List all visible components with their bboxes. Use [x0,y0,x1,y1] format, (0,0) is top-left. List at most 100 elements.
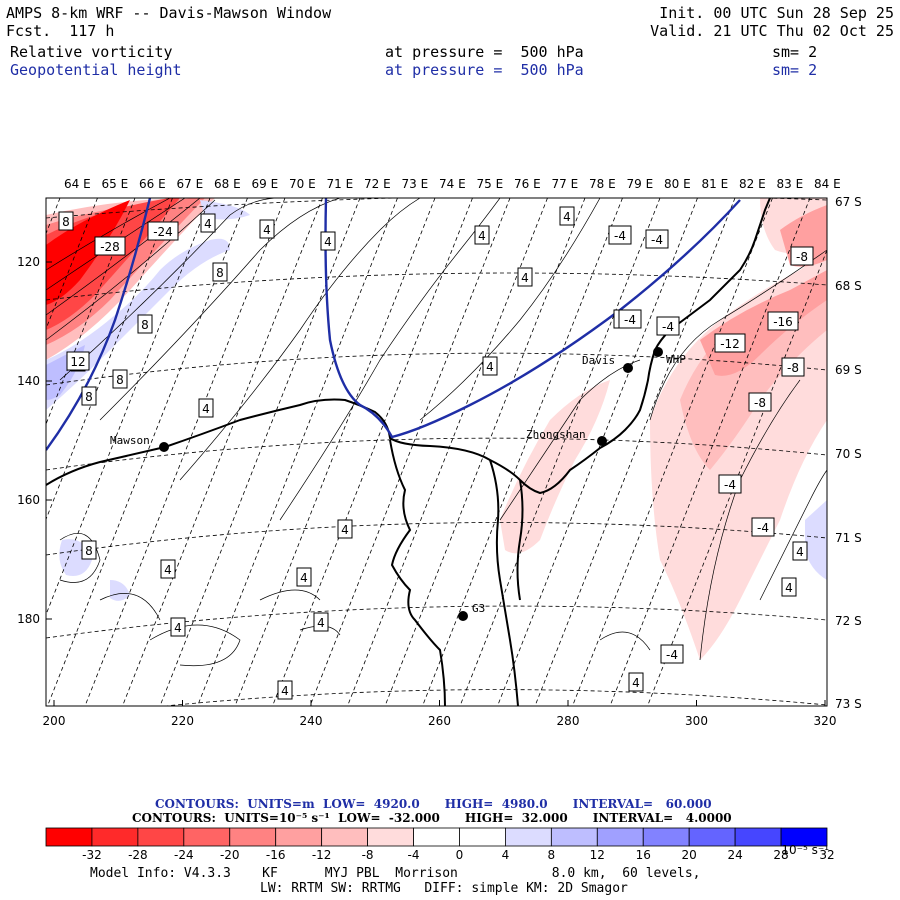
colorbar-tick-label: 0 [456,848,464,862]
lon-label: 84 E [814,177,841,191]
vorticity-shade-blue-1 [46,238,230,410]
lon-label: 79 E [627,177,654,191]
svg-text:8: 8 [85,544,93,558]
contour-label: 8 [212,262,228,282]
svg-text:-16: -16 [773,315,793,329]
contour-label: 4 [277,680,293,700]
latitude-labels: 67 S 68 S 69 S 70 S 71 S 72 S 73 S [835,195,862,711]
lon-label: 76 E [514,177,541,191]
contour-label: -4 [718,474,742,494]
svg-text:4: 4 [317,616,325,630]
svg-text:-8: -8 [754,396,766,410]
colorbar-swatch [45,827,93,847]
colorbar-tick-label: -24 [174,848,194,862]
svg-text:8: 8 [116,373,124,387]
station-mawson-dot [159,442,169,452]
svg-text:4: 4 [164,563,172,577]
lon-label: 66 E [139,177,166,191]
svg-text:-12: -12 [720,337,740,351]
svg-text:4: 4 [202,402,210,416]
lon-label: 64 E [64,177,91,191]
colorbar-tick-label: 12 [590,848,605,862]
contour-label: 4 [474,225,490,245]
lon-label: 73 E [402,177,429,191]
contour-label: 4 [337,519,353,539]
station-davis-label: Davis [582,354,615,367]
contour-label: -12 [714,333,746,353]
colorbar-tick-label: 24 [727,848,742,862]
field2-name: Geopotential height [10,61,182,79]
colorbar-swatch [550,827,598,847]
contour-label: -8 [781,357,805,377]
svg-text:-4: -4 [662,320,674,334]
init-time: Init. 00 UTC Sun 28 Sep 25 [659,4,894,22]
field1-smoothing: sm= 2 [772,43,818,61]
svg-text:-4: -4 [651,233,663,247]
lon-label: 71 E [327,177,354,191]
x-tick-label: 220 [171,714,194,728]
field2-level: at pressure = 500 hPa [385,61,584,79]
model-info-line1: Model Info: V4.3.3 KF MYJ PBL Morrison 8… [90,866,701,881]
svg-text:4: 4 [521,271,529,285]
y-tick-label: 180 [17,612,40,626]
svg-text:-4: -4 [614,229,626,243]
contour-label: 8 [81,540,97,560]
station-whp-dot [653,347,663,357]
contour-label: 4 [198,398,214,418]
lon-label: 67 E [177,177,204,191]
colorbar-swatch [275,827,323,847]
colorbar-swatch [367,827,414,847]
contour-label: 4 [792,541,808,561]
lat-label: 69 S [835,363,862,377]
lon-label: 82 E [739,177,766,191]
contour-label: 8 [112,369,128,389]
colorbar-swatch [229,827,277,847]
x-tick-label: 260 [428,714,451,728]
colorbar-tick-label: 28 [773,848,788,862]
contour-label: 8 [81,386,97,406]
colorbar-swatch [91,827,139,847]
svg-text:4: 4 [563,210,571,224]
lat-label: 72 S [835,614,862,628]
contour-label: 4 [313,612,329,632]
colorbar-tick-label: 16 [636,848,651,862]
svg-text:4: 4 [300,571,308,585]
colorbar-tick-label: -28 [128,848,148,862]
contour-label: 4 [482,356,498,376]
x-tick-label: 240 [300,714,323,728]
lat-label: 68 S [835,279,862,293]
contour-label: 4 [628,672,644,692]
vorticity-shade-blue-6 [805,500,827,580]
x-tick-label: 320 [814,714,837,728]
colorbar-tick-label: 4 [502,848,510,862]
x-grid-ticks: 200 220 240 260 280 300 320 [43,700,837,728]
station-davis-dot [623,363,633,373]
svg-text:8: 8 [62,215,70,229]
contour-label: 4 [559,206,575,226]
longitude-labels: 64 E 65 E 66 E 67 E 68 E 69 E 70 E 71 E 72 E 73 E… [64,177,841,191]
contour-labels: 8 -28 -24 4 4 4 4 -4 -4 8 4 4 8 -8 8 -4 -4 -16 -12 12 8 4 -8 8 4… [58,206,814,700]
field1-name: Relative vorticity [10,43,173,61]
y-grid-ticks: 120 140 160 180 [17,255,52,626]
lon-label: 69 E [252,177,279,191]
colorbar-swatch [183,827,231,847]
contour-label: -28 [94,236,126,256]
x-tick-label: 200 [43,714,66,728]
colorbar-swatch [459,827,506,847]
colorbar-swatch [321,827,368,847]
lon-label: 70 E [289,177,316,191]
colorbar-swatch [780,827,828,847]
svg-text:4: 4 [632,676,640,690]
colorbar-tick-label: 32 [819,848,834,862]
field1-level: at pressure = 500 hPa [385,43,584,61]
svg-text:4: 4 [281,684,289,698]
contour-label: 4 [170,617,186,637]
colorbar-swatch [596,827,644,847]
lat-label: 67 S [835,195,862,209]
lon-label: 83 E [777,177,804,191]
contours-vorticity-info: CONTOURS: UNITS=10⁻⁵ s⁻¹ LOW= -32.000 HI… [132,811,732,825]
lon-label: 72 E [364,177,391,191]
contour-label: 8 [137,314,153,334]
contour-label: -4 [645,229,669,249]
vorticity-shade-blue-5 [110,580,130,601]
